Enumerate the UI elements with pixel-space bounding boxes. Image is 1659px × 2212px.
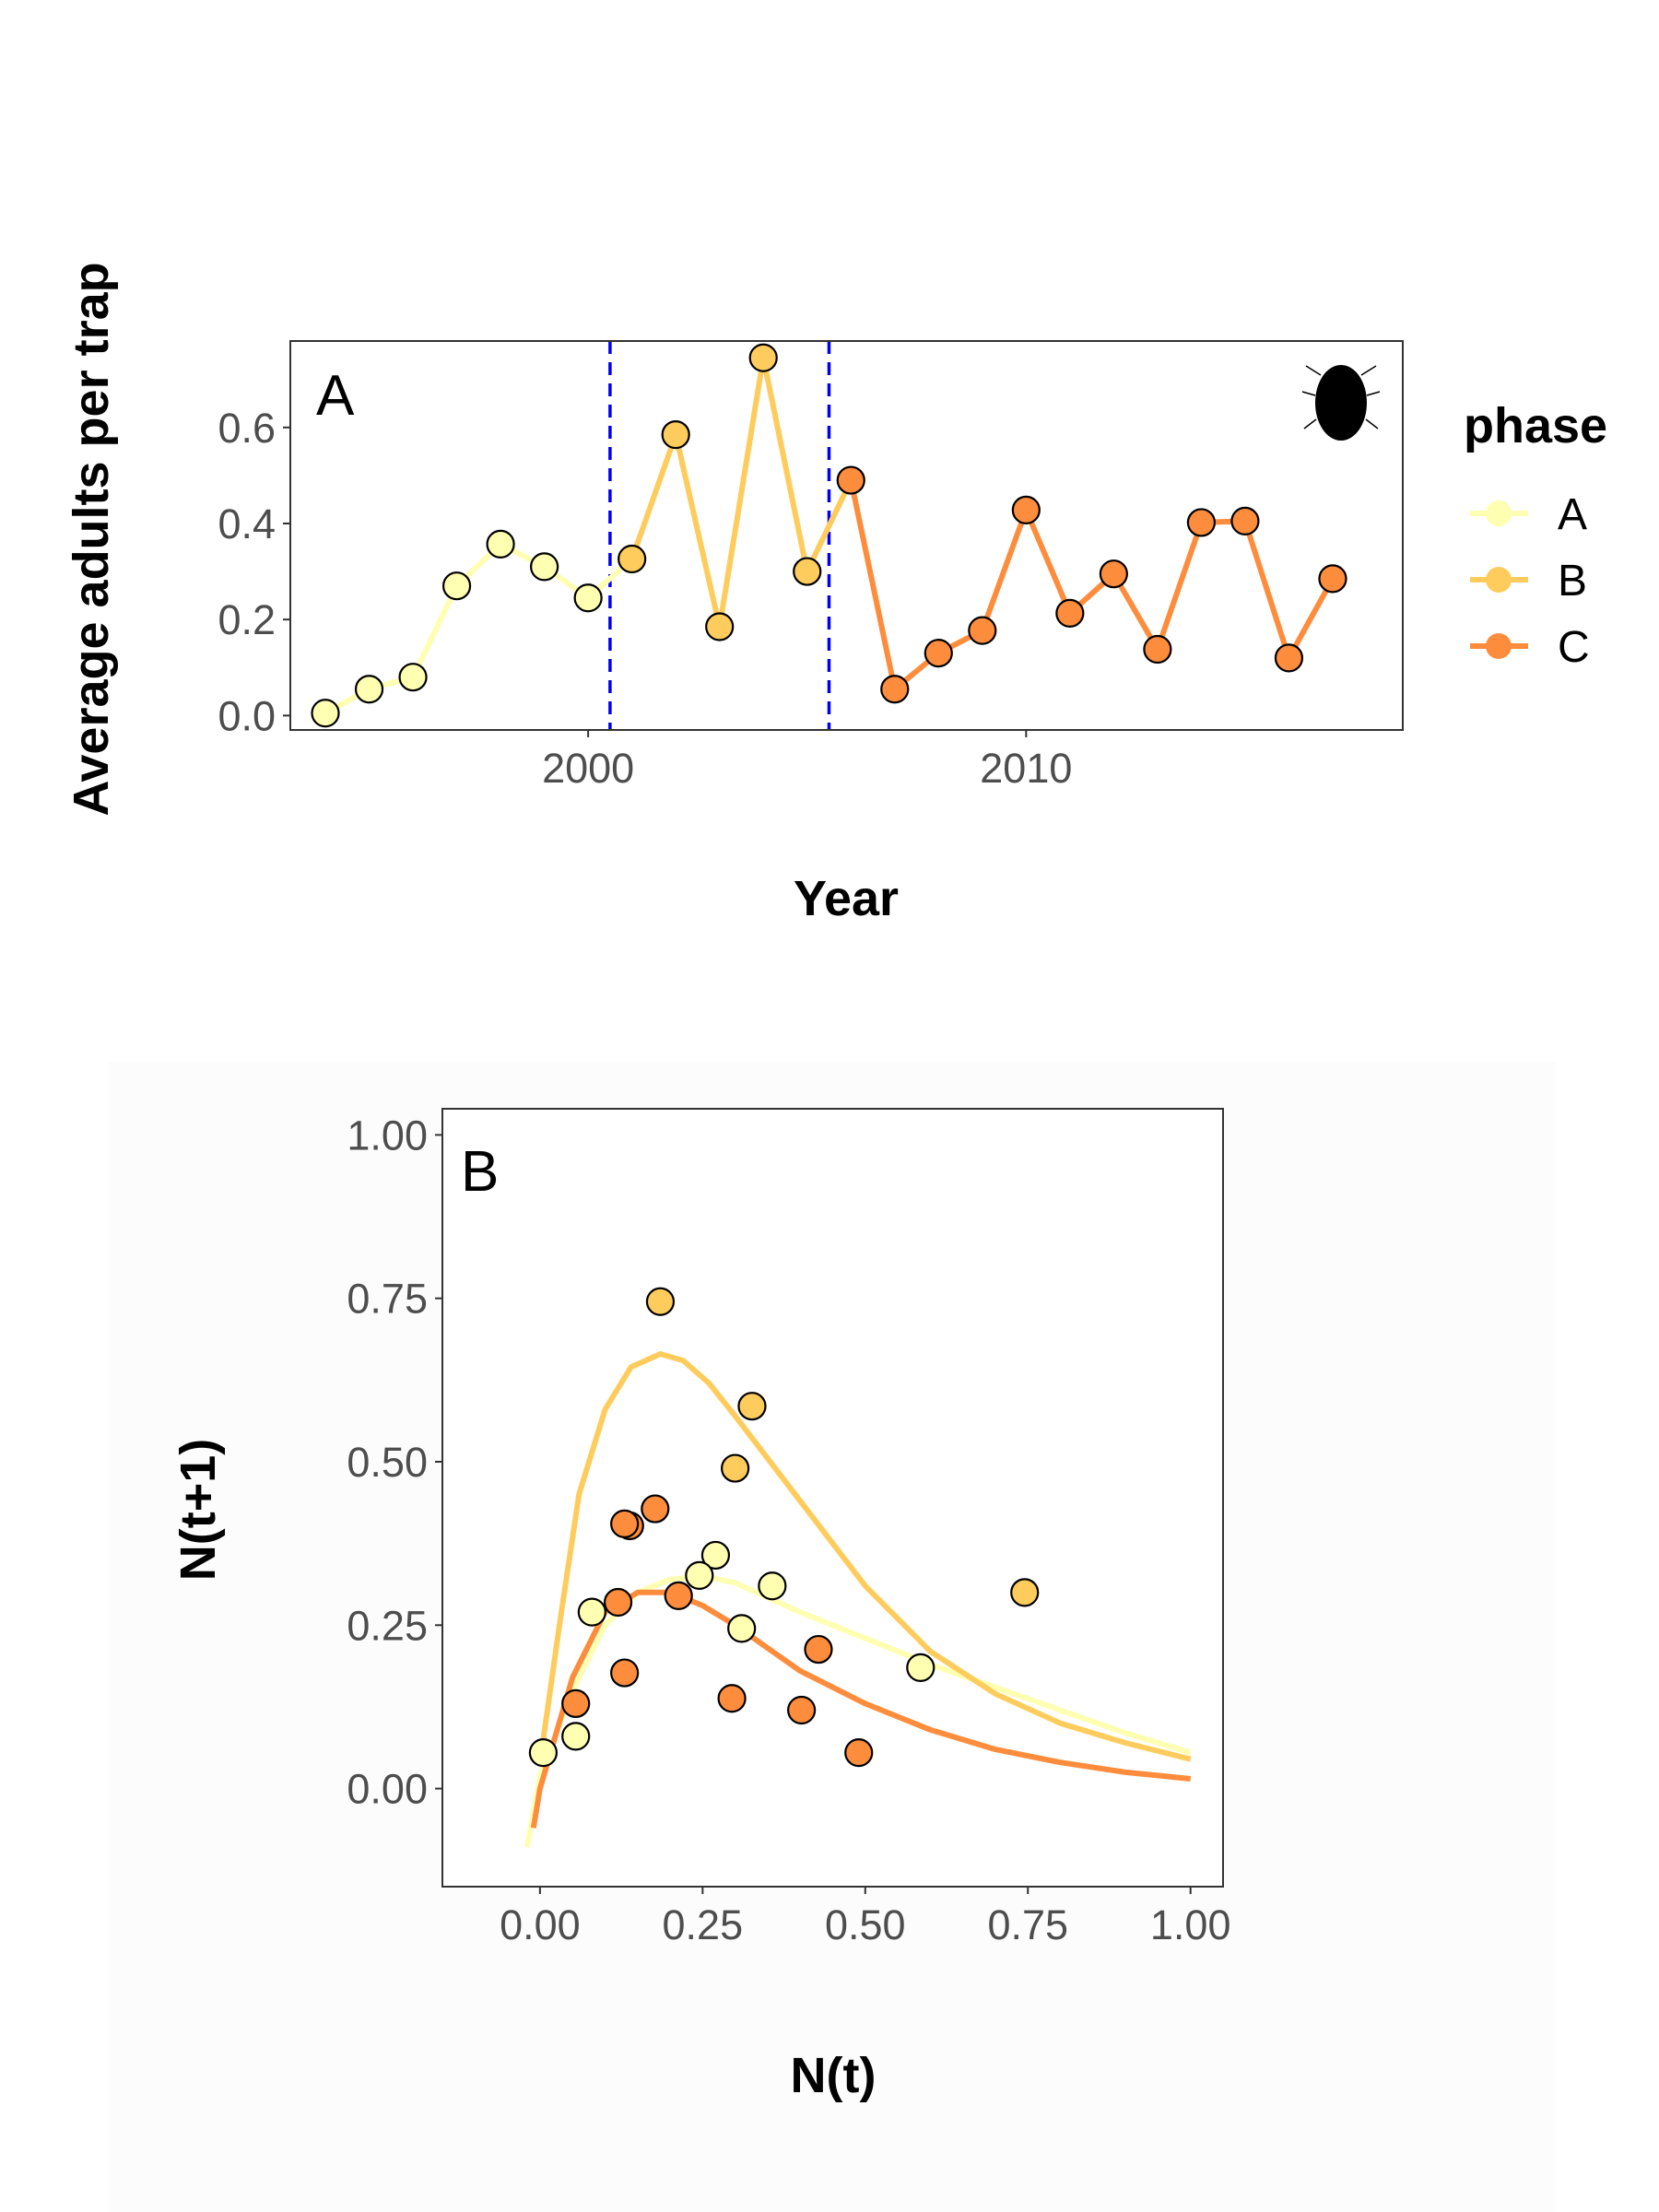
x-tick-label: 1.00 — [1150, 1901, 1231, 1948]
panel-b-y-axis-title: N(t+1) — [171, 1439, 226, 1582]
data-point-1997 — [441, 571, 472, 601]
scatter-point-a-4 — [700, 1540, 731, 1571]
scatter-point-c-8 — [787, 1695, 817, 1725]
legend-label: C — [1558, 623, 1590, 672]
y-tick-label: 0.0 — [218, 692, 276, 739]
data-point-1994 — [311, 699, 340, 728]
data-point-2016 — [1274, 643, 1304, 673]
x-tick-label: 2000 — [542, 745, 634, 792]
data-point-2012 — [1099, 559, 1128, 589]
y-tick-label: 0.50 — [347, 1439, 428, 1486]
x-tick-label: 0.75 — [987, 1901, 1068, 1948]
data-point-1996 — [398, 663, 428, 692]
panel-b-tag: B — [461, 1140, 499, 1204]
scatter-point-c-3 — [641, 1494, 670, 1524]
data-point-2004 — [748, 343, 778, 372]
x-tick-label: 0.50 — [825, 1901, 906, 1948]
legend-key-point — [1486, 633, 1512, 659]
fitted-curve-b — [536, 1351, 1192, 1763]
data-point-2000 — [573, 583, 603, 613]
panel-b-x-ticks: 0.00 0.25 0.50 0.75 1.00 — [500, 1887, 1231, 1948]
y-tick-label: 1.00 — [347, 1112, 428, 1159]
scatter-point-a-3 — [577, 1597, 606, 1627]
scatter-point-a-1 — [528, 1738, 559, 1768]
x-tick-label: 0.00 — [500, 1901, 581, 1948]
data-point-2008 — [924, 639, 953, 668]
y-tick-label: 0.4 — [218, 500, 276, 547]
scatter-point-a-5 — [758, 1571, 787, 1601]
scatter-point-c-1 — [561, 1688, 591, 1719]
scatter-point-c-4 — [804, 1634, 833, 1665]
panel-a-y-axis-title: Average adults per trap — [64, 262, 119, 816]
panel-a-plot-frame — [289, 340, 1404, 731]
scatter-point-c-11 — [610, 1509, 640, 1538]
legend-key-point — [1486, 567, 1512, 593]
data-point-1999 — [530, 552, 559, 582]
data-point-2003 — [705, 612, 735, 641]
panel-b-y-ticks: 0.00 0.25 0.50 0.75 1.00 — [347, 1112, 442, 1813]
legend-item-a: A — [1470, 490, 1587, 539]
data-point-2006 — [836, 465, 865, 495]
legend-item-c: C — [1470, 623, 1590, 672]
panel-b: 0.00 0.25 0.50 0.75 1.00 0.00 0.25 0.50 0.75 1.0… — [171, 1108, 1231, 2103]
panel-a-x-axis-title: Year — [794, 871, 899, 926]
x-tick-label: 0.25 — [663, 1901, 744, 1948]
beetle-icon — [1301, 365, 1381, 441]
legend-key-point — [1486, 500, 1512, 526]
y-tick-label: 0.00 — [347, 1766, 428, 1813]
data-point-2002 — [661, 419, 690, 450]
scatter-point-a-8 — [906, 1653, 935, 1683]
panel-a-plot-background — [290, 341, 1403, 730]
legend-title: phase — [1464, 398, 1607, 453]
phase-legend: phase ABC — [1464, 398, 1607, 672]
scatter-point-c-9 — [603, 1587, 633, 1618]
legend-label: B — [1558, 557, 1587, 606]
scatter-point-c-10 — [844, 1738, 874, 1768]
scatter-point-c-6 — [717, 1684, 747, 1713]
scatter-point-a-6 — [727, 1614, 757, 1643]
panel-b-plot-frame — [441, 1108, 1224, 1888]
panel-a-markers — [311, 343, 1347, 728]
legend-label: A — [1558, 490, 1587, 539]
phase-boundary-lines — [608, 341, 831, 730]
y-tick-label: 0.6 — [218, 405, 276, 452]
y-tick-label: 0.2 — [218, 596, 276, 643]
panel-b-x-axis-title: N(t) — [791, 2048, 877, 2103]
panel-b-points — [528, 1287, 1040, 1768]
data-point-2005 — [793, 557, 822, 586]
y-tick-label: 0.75 — [347, 1276, 428, 1323]
x-tick-label: 2010 — [980, 745, 1072, 792]
scatter-point-b-2 — [645, 1287, 676, 1316]
data-point-2009 — [968, 616, 997, 645]
panel-a-y-ticks: 0.0 0.2 0.4 0.6 — [218, 405, 290, 739]
fitted-curve-a — [524, 1573, 1192, 1848]
panel-a-tag: A — [316, 364, 355, 428]
scatter-point-c-2 — [610, 1658, 640, 1688]
scatter-point-b-1 — [737, 1392, 767, 1421]
data-point-2007 — [880, 675, 910, 704]
scatter-point-b-4 — [721, 1453, 750, 1483]
data-point-2015 — [1230, 506, 1260, 535]
data-point-2013 — [1143, 634, 1172, 665]
scatter-point-a-2 — [561, 1722, 591, 1751]
data-point-1998 — [486, 529, 515, 559]
data-point-1995 — [354, 675, 384, 704]
series-line-b — [629, 355, 854, 629]
panel-a: 0.0 0.2 0.4 0.6 2000 2010 A Year Average adu… — [64, 262, 1404, 926]
panel-b-plot-background — [442, 1109, 1223, 1887]
scatter-point-a-7 — [685, 1560, 714, 1591]
legend-item-b: B — [1470, 557, 1587, 606]
y-tick-label: 0.25 — [347, 1602, 428, 1649]
scatter-point-c-5 — [664, 1581, 693, 1610]
data-point-2017 — [1318, 564, 1347, 594]
data-point-2001 — [618, 544, 647, 574]
data-point-2010 — [1011, 495, 1041, 524]
data-point-2011 — [1055, 598, 1085, 629]
panel-a-x-ticks: 2000 2010 — [542, 730, 1072, 792]
data-point-2014 — [1186, 508, 1217, 537]
scatter-point-b-3 — [1010, 1578, 1040, 1607]
